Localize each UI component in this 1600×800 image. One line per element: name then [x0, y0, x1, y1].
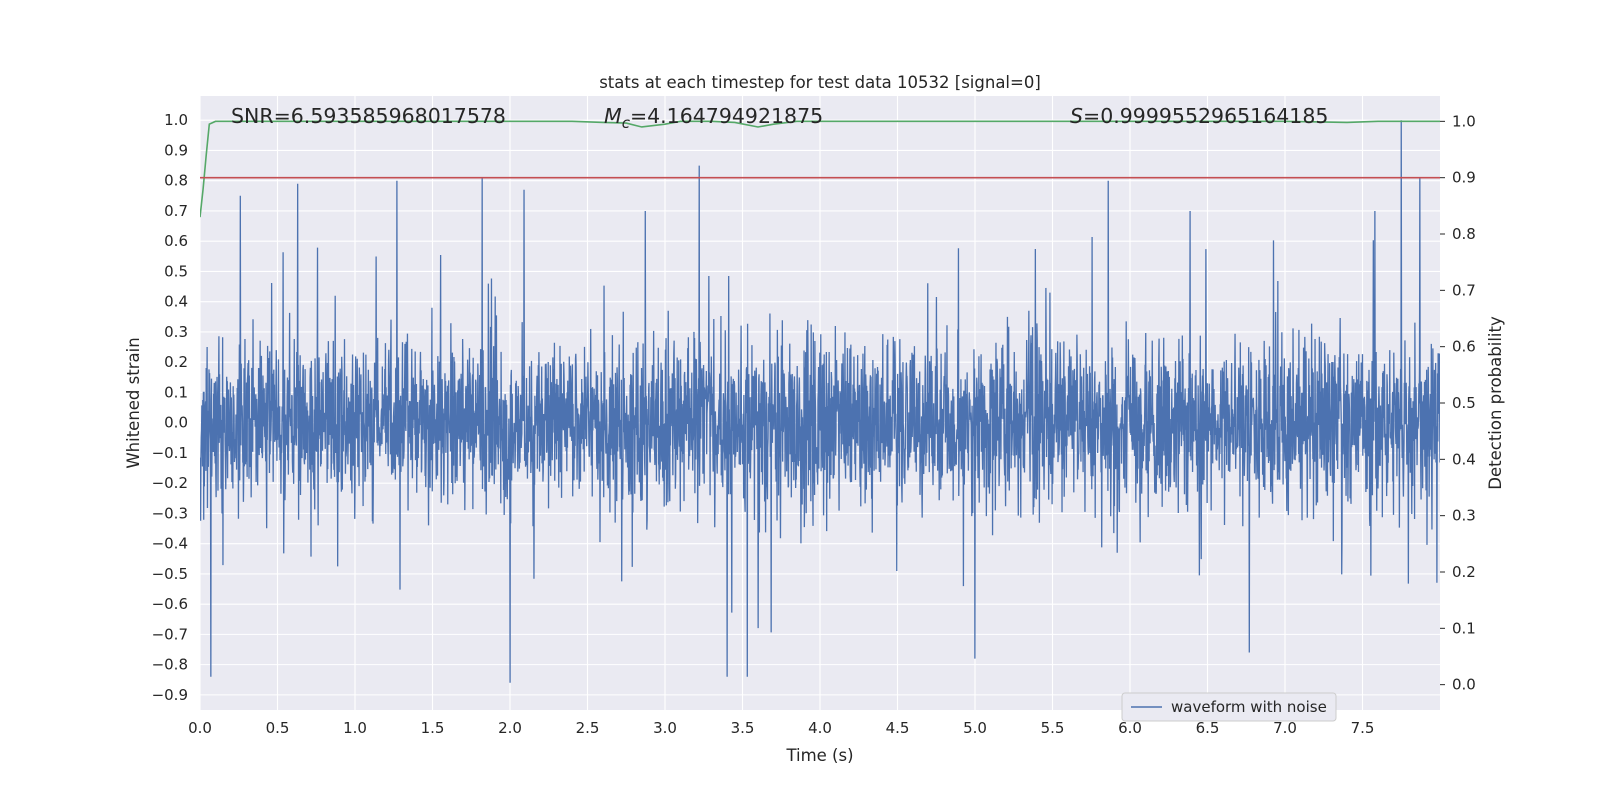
s-annotation: S=0.9999552965164185	[1070, 104, 1328, 128]
waveform-series	[200, 120, 1440, 683]
y-tick-label-left: −0.8	[152, 656, 188, 674]
y-tick-label-left: −0.5	[152, 565, 188, 583]
y-tick-label-left: −0.7	[152, 625, 188, 643]
x-tick-label: 6.0	[1118, 719, 1142, 737]
y-tick-label-left: 0.5	[164, 262, 188, 280]
y-tick-label-right: 0.5	[1452, 394, 1476, 412]
y-tick-label-left: 0.6	[164, 232, 188, 250]
plot-content	[200, 120, 1440, 683]
y-axis-label-left: Whitened strain	[124, 337, 143, 468]
legend-label: waveform with noise	[1171, 698, 1327, 716]
x-tick-label: 5.5	[1041, 719, 1065, 737]
y-tick-label-left: 0.7	[164, 202, 188, 220]
y-tick-label-left: −0.9	[152, 686, 188, 704]
chirp-mass-annotation: Mc=4.164794921875	[604, 104, 823, 132]
x-tick-label: 2.0	[498, 719, 522, 737]
y-tick-label-left: −0.3	[152, 504, 188, 522]
y-tick-label-right: 0.6	[1452, 338, 1476, 356]
y-tick-label-left: 0.4	[164, 293, 188, 311]
x-tick-label: 0.0	[188, 719, 212, 737]
legend: waveform with noise	[1121, 692, 1337, 722]
x-tick-label: 2.5	[576, 719, 600, 737]
y-tick-label-left: 0.1	[164, 383, 188, 401]
y-tick-label-right: 0.1	[1452, 619, 1476, 637]
x-axis-label: Time (s)	[785, 746, 853, 765]
x-tick-label: 4.0	[808, 719, 832, 737]
y-tick-label-left: 0.8	[164, 172, 188, 190]
y-tick-label-right: 0.4	[1452, 450, 1476, 468]
y-tick-label-left: 0.9	[164, 141, 188, 159]
x-tick-label: 4.5	[886, 719, 910, 737]
y-tick-label-right: 0.9	[1452, 169, 1476, 187]
y-tick-label-left: −0.4	[152, 535, 188, 553]
y-tick-label-right: 1.0	[1452, 112, 1476, 130]
y-axis-label-right: Detection probability	[1486, 316, 1505, 490]
chart-title: stats at each timestep for test data 105…	[599, 73, 1041, 92]
y-tick-label-left: 0.3	[164, 323, 188, 341]
x-tick-label: 0.5	[266, 719, 290, 737]
y-tick-label-right: 0.8	[1452, 225, 1476, 243]
x-tick-label: 1.5	[421, 719, 445, 737]
y-tick-label-left: −0.6	[152, 595, 188, 613]
x-tick-label: 1.0	[343, 719, 367, 737]
snr-annotation: SNR=6.593585968017578	[231, 104, 506, 128]
y-tick-label-right: 0.2	[1452, 563, 1476, 581]
y-ticks-left: −0.9 −0.8 −0.7 −0.6 −0.5 −0.4 −0.3 −0.2 −0.1 0.0 0…	[152, 111, 188, 704]
x-tick-label: 5.0	[963, 719, 987, 737]
y-tick-label-left: 1.0	[164, 111, 188, 129]
x-tick-label: 3.5	[731, 719, 755, 737]
x-tick-label: 3.0	[653, 719, 677, 737]
x-ticks: 0.0 0.5 1.0 1.5 2.0 2.5 3.0 3.5 4.0 4.5 5.0 5.5 6.0 6…	[188, 719, 1374, 737]
legend-box	[1121, 692, 1337, 722]
detection-probability-line	[200, 120, 1440, 218]
y-tick-label-left: −0.1	[152, 444, 188, 462]
y-tick-label-left: 0.2	[164, 353, 188, 371]
x-tick-label: 7.0	[1273, 719, 1297, 737]
y-tick-label-left: 0.0	[164, 414, 188, 432]
y-ticks-right: 0.0 0.1 0.2 0.3 0.4 0.5 0.6 0.7 0.8 0.9 1.0	[1440, 112, 1476, 694]
y-tick-label-right: 0.7	[1452, 281, 1476, 299]
y-tick-label-right: 0.3	[1452, 507, 1476, 525]
x-tick-label: 7.5	[1351, 719, 1375, 737]
y-tick-label-left: −0.2	[152, 474, 188, 492]
y-tick-label-right: 0.0	[1452, 676, 1476, 694]
x-tick-label: 6.5	[1196, 719, 1220, 737]
